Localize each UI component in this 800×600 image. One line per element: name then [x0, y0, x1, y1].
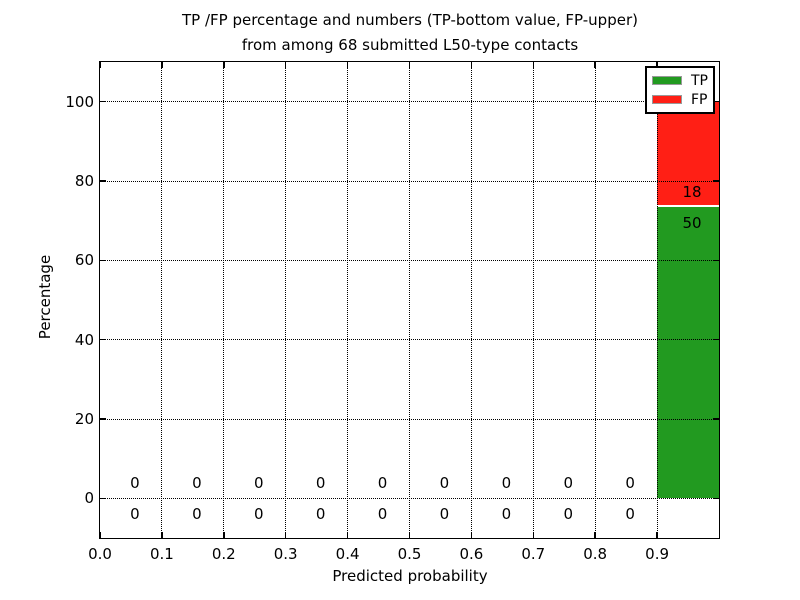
y-tick	[100, 497, 106, 500]
count-label-fp: 0	[563, 474, 574, 493]
y-tick	[713, 100, 719, 103]
x-tick-label: 0.3	[273, 545, 298, 563]
x-tick	[470, 62, 473, 68]
count-label-fp: 0	[315, 474, 326, 493]
y-tick	[713, 180, 719, 182]
count-label-tp: 0	[377, 505, 388, 524]
x-tick	[408, 532, 411, 538]
x-tick-label: 0.9	[645, 545, 670, 563]
x-tick	[594, 62, 596, 68]
y-tick-label: 0	[84, 489, 94, 508]
y-tick-label: 40	[74, 330, 94, 349]
x-tick	[470, 532, 473, 538]
count-label-fp: 18	[682, 182, 702, 201]
legend: TP FP	[645, 66, 715, 114]
x-tick-label: 0.4	[335, 545, 360, 563]
v-gridline	[223, 63, 225, 537]
count-label-tp: 0	[439, 505, 450, 524]
count-label-tp: 0	[192, 505, 202, 524]
fp-swatch-icon	[652, 95, 682, 104]
y-tick	[100, 338, 106, 341]
v-gridline	[656, 63, 658, 537]
chart-title: TP /FP percentage and numbers (TP-bottom…	[100, 8, 720, 58]
count-label-fp: 0	[377, 474, 388, 493]
x-tick	[408, 62, 411, 68]
count-label-fp: 0	[253, 474, 264, 493]
y-tick-label: 20	[74, 410, 94, 428]
legend-label-tp: TP	[691, 72, 708, 89]
x-tick	[532, 62, 535, 68]
v-gridline	[594, 63, 596, 537]
y-tick	[100, 259, 106, 262]
v-gridline	[409, 63, 410, 537]
x-tick	[223, 532, 225, 538]
v-gridline	[347, 63, 349, 537]
chart-title-line-1: TP /FP percentage and numbers (TP-bottom…	[182, 11, 638, 29]
y-tick	[713, 418, 719, 420]
count-label-tp: 0	[501, 505, 512, 524]
x-tick	[346, 532, 349, 538]
x-axis-label: Predicted probability	[332, 567, 488, 585]
count-label-tp: 0	[253, 505, 264, 524]
x-tick-label: 0.8	[583, 545, 608, 563]
v-gridline	[161, 63, 163, 537]
v-gridline	[532, 63, 534, 537]
x-tick	[223, 62, 225, 68]
x-tick	[284, 62, 287, 68]
x-tick	[656, 62, 658, 68]
x-tick	[284, 532, 287, 538]
count-label-fp: 0	[192, 474, 202, 493]
x-tick	[594, 532, 596, 538]
y-tick-label: 60	[74, 251, 94, 270]
chart-title-line-2: from among 68 submitted L50-type contact…	[241, 36, 579, 54]
legend-label-fp: FP	[691, 91, 708, 108]
count-label-tp: 0	[130, 505, 140, 524]
x-tick-label: 0.5	[397, 545, 422, 563]
legend-item-tp: TP	[652, 74, 708, 88]
bar-segment-tp	[657, 206, 719, 499]
count-label-tp: 0	[315, 505, 326, 524]
count-label-fp: 0	[625, 474, 635, 493]
x-tick-label: 0.6	[459, 545, 484, 563]
x-tick	[346, 62, 349, 68]
x-tick	[99, 532, 101, 538]
bar-segment-fp	[657, 101, 719, 205]
count-label-tp: 0	[625, 505, 635, 524]
x-tick	[99, 62, 101, 68]
legend-item-fp: FP	[652, 93, 708, 107]
count-label-fp: 0	[130, 474, 140, 493]
y-tick	[713, 338, 719, 341]
x-tick	[161, 62, 163, 68]
count-label-tp: 50	[682, 213, 702, 232]
count-label-fp: 0	[501, 474, 512, 493]
x-tick-label: 0.7	[521, 545, 546, 563]
y-tick	[713, 497, 719, 500]
v-gridline	[470, 63, 472, 537]
x-tick	[656, 532, 658, 538]
y-tick-label: 80	[74, 172, 94, 190]
y-tick	[100, 418, 106, 420]
v-gridline	[285, 63, 287, 537]
x-tick	[532, 532, 535, 538]
y-tick	[100, 180, 106, 182]
y-tick	[713, 259, 719, 262]
count-label-tp: 0	[563, 505, 574, 524]
tp-swatch-icon	[652, 76, 682, 85]
y-tick	[100, 100, 106, 103]
y-tick-label: 100	[65, 92, 94, 111]
count-label-fp: 0	[439, 474, 450, 493]
x-tick-label: 0.0	[88, 545, 112, 563]
x-tick	[161, 532, 163, 538]
x-tick-label: 0.1	[149, 545, 174, 563]
x-tick-label: 0.2	[211, 545, 236, 563]
